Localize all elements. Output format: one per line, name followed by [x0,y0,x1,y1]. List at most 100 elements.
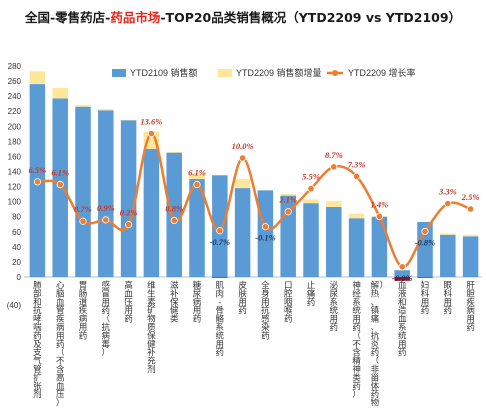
x-tick-label: 血液和造血系统用药 [398,280,407,358]
bar-increment [440,233,456,235]
growth-label: 6.1% [51,168,69,178]
x-tick-label: 口腔咽喉药 [284,281,293,325]
bar-increment-negative [394,277,410,281]
growth-label: -0.7% [210,237,231,247]
growth-label: -6.0% [392,273,413,283]
chart-title-part1: 全国-零售药店- [24,10,110,25]
x-tick-label: 糖尿病用药 [193,280,202,325]
growth-label: 6.5% [29,165,47,175]
bar-increment [98,108,114,111]
bar-base [98,110,114,277]
growth-label: 7.3% [348,159,366,169]
growth-label: 0.7% [74,204,92,214]
growth-point [466,205,475,213]
y-tick-label: 240 [8,92,22,101]
growth-point [193,180,201,189]
growth-point [375,212,383,221]
growth-point [284,208,292,216]
growth-point [33,178,42,186]
y-tick-label: 0 [17,273,22,282]
legend-swatch-1 [218,69,232,77]
x-tick-label: 高血压用药 [124,280,133,325]
bar-increment [326,200,342,207]
y-tick-label: 200 [8,122,22,131]
y-tick-label: 280 [8,62,22,71]
bar-increment-negative [417,277,433,278]
growth-point [352,172,361,180]
x-tick-label: 心脑血管疾病用药（不含高血压） [56,281,65,409]
y-tick-label: 40 [12,243,21,252]
x-tick-label: 止痛药 [307,280,316,308]
bar-increment [143,131,160,149]
legend: YTD2109 销售额 YTD2209 销售额增量 YTD2209 增长率 [112,67,416,78]
growth-label: 13.6% [140,117,162,127]
bar-base [120,120,137,277]
x-tick-label: 肝胆疾病用药 [466,281,475,333]
chart-title: 全国-零售药店-药品市场-TOP20品类销售概况（YTD2209 vs YTD2… [24,10,461,25]
growth-point [398,263,406,271]
growth-label: 10.0% [232,141,254,151]
growth-point [56,180,64,189]
growth-label: -0.1% [255,233,276,243]
x-tick-label: 肺部和抗哮喘药及支气管扩张剂 [33,281,42,400]
growth-point [216,227,224,235]
growth-point [444,199,452,208]
growth-label: 0.2% [120,208,138,218]
growth-label: 8.7% [325,150,343,160]
chart-title-highlight: 药品市场 [110,10,160,25]
y-tick-label: 100 [8,198,22,207]
x-tick-label: 神经系统用药（不含精神类药） [352,280,361,400]
bar-base [257,190,274,277]
y-tick-label: 160 [8,152,22,161]
growth-point [261,223,269,231]
growth-point [307,185,315,193]
bar-increment [462,234,479,237]
growth-label: 2.1% [278,195,297,205]
bar-increment [234,179,251,189]
chart-title-part3: -TOP20品类销售概况（YTD2209 vs YTD2109） [160,10,461,25]
bar-base [75,106,91,277]
growth-label: -0.8% [415,237,436,247]
bar-increment [303,199,319,204]
bar-increment [52,87,68,99]
growth-label: 5.5% [302,172,320,182]
growth-point [102,216,110,224]
growth-point [79,217,87,225]
bar-base [440,234,456,277]
growth-label: 1.4% [371,199,389,209]
legend-label-1: YTD2209 销售额增量 [236,67,322,78]
legend-marker-2 [332,70,338,76]
growth-label: 2.5% [461,192,480,202]
legend-label-2: YTD2209 增长率 [348,67,416,78]
x-tick-label: 全身用抗感染药 [261,280,270,341]
growth-label: 6.1% [188,168,206,178]
y-tick-label: 180 [8,137,22,146]
bar-increment [166,151,182,153]
bar-base [462,236,479,277]
growth-point [147,129,155,138]
y-tick-label: 220 [8,107,22,116]
x-tick-label: 眼科用药 [444,281,453,316]
bar-base [234,188,251,277]
x-tick-label: 肌肉-骨骼系统用药 [216,281,225,358]
x-tick-label: 妇科用药 [421,280,430,316]
y-tick-label: (40) [7,301,22,310]
growth-point [239,154,247,162]
x-tick-label: 感冒用药（抗病毒） [102,280,111,358]
x-tick-label: 滋补保健类 [170,280,179,325]
growth-label: 3.3% [438,187,457,197]
x-tick-label: 解热、镇痛、抗炎药（非甾体药物） [371,280,389,409]
y-tick-label: 60 [12,228,21,237]
y-tick-label: 20 [12,258,21,267]
y-tick-label: 80 [12,213,21,222]
bar-increment [348,213,365,219]
bar-base [394,270,410,277]
growth-point [170,216,178,225]
growth-point [125,221,133,229]
x-axis: 肺部和抗哮喘药及支气管扩张剂 心脑血管疾病用药（不含高血压） 胃肠道疾病用药 感冒用药… [33,280,475,409]
y-tick-label: 140 [8,168,22,177]
bar-base [189,179,205,277]
growth-point [421,227,429,236]
